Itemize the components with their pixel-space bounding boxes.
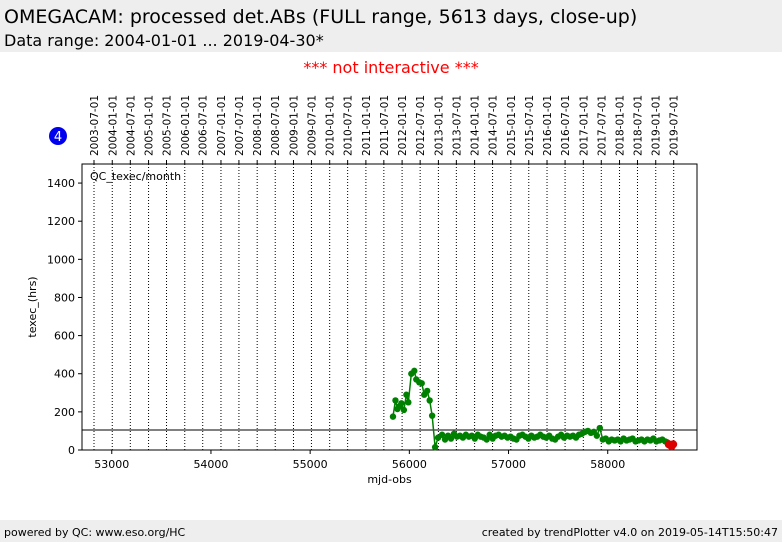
date-tick-label: 2011-07-01 [379, 95, 391, 156]
date-tick-label: 2017-07-01 [596, 95, 608, 156]
date-tick-label: 2017-01-01 [578, 95, 590, 156]
date-tick-label: 2005-07-01 [162, 95, 174, 156]
date-tick-label: 2004-07-01 [125, 95, 137, 156]
trend-plot: 2003-07-01 2004-01-01 2004-07-01 2005-01-01… [26, 95, 698, 486]
x-tick-label: 53000 [94, 458, 129, 471]
date-tick-label: 2003-07-01 [89, 95, 101, 156]
data-point [405, 399, 412, 406]
date-tick-label: 2013-01-01 [433, 95, 445, 156]
footer-powered-by: powered by QC: www.eso.org/HC [4, 526, 186, 539]
data-point [596, 424, 603, 432]
y-tick-label: 200 [54, 406, 75, 419]
y-tick-label: 400 [54, 368, 75, 381]
date-tick-label: 2019-01-01 [651, 95, 663, 156]
data-point [403, 391, 410, 398]
y-axis-label: texec_(hrs) [26, 276, 39, 337]
date-gridlines [93, 160, 675, 450]
date-tick-label: 2014-01-01 [470, 95, 482, 156]
footer-bar: powered by QC: www.eso.org/HC created by… [0, 520, 782, 542]
date-tick-labels: 2003-07-01 2004-01-01 2004-07-01 2005-01-01… [89, 95, 681, 156]
data-point [428, 412, 436, 419]
data-point [389, 413, 397, 420]
x-tick-label: 58000 [590, 458, 625, 471]
date-tick-label: 2012-07-01 [415, 95, 427, 156]
data-point [423, 387, 431, 395]
date-tick-label: 2008-07-01 [270, 95, 282, 156]
date-tick-label: 2018-07-01 [632, 95, 644, 156]
y-tick-label: 600 [54, 330, 75, 343]
x-axis-label: mjd-obs [367, 473, 412, 486]
page-title: OMEGACAM: processed det.ABs (FULL range,… [4, 6, 638, 28]
date-tick-label: 2016-07-01 [560, 95, 572, 156]
date-tick-label: 2005-01-01 [144, 95, 156, 156]
date-tick-label: 2008-01-01 [252, 95, 264, 156]
data-point [669, 440, 678, 449]
data-point [483, 436, 490, 443]
data-point [447, 435, 455, 442]
data-point [398, 400, 405, 407]
not-interactive-notice: *** not interactive *** [303, 58, 479, 77]
date-tick-label: 2012-01-01 [397, 95, 409, 156]
plot-title: QC_texec/month [90, 170, 181, 183]
x-tick-label: 54000 [193, 458, 228, 471]
y-axis: 0 200 400 600 800 1000 1200 1400 [47, 177, 82, 457]
date-tick-label: 2014-07-01 [488, 95, 500, 156]
header-bar: OMEGACAM: processed det.ABs (FULL range,… [0, 0, 782, 52]
data-point [431, 443, 439, 451]
badge-number: 4 [54, 130, 62, 145]
y-tick-label: 1200 [47, 215, 75, 228]
y-tick-label: 1000 [47, 253, 75, 266]
date-tick-label: 2006-01-01 [180, 95, 192, 156]
date-tick-label: 2007-01-01 [216, 95, 228, 156]
data-point [392, 397, 399, 404]
y-tick-label: 800 [54, 291, 75, 304]
data-point [593, 432, 601, 439]
date-tick-label: 2015-07-01 [524, 95, 536, 156]
plot-frame [81, 163, 698, 451]
date-tick-label: 2016-01-01 [542, 95, 554, 156]
date-tick-label: 2009-07-01 [306, 95, 318, 156]
date-tick-label: 2010-07-01 [343, 95, 355, 156]
data-series [389, 367, 678, 451]
date-tick-label: 2013-07-01 [451, 95, 463, 156]
date-tick-label: 2019-07-01 [669, 95, 681, 156]
date-tick-label: 2011-01-01 [361, 95, 373, 156]
data-point [426, 397, 433, 404]
date-tick-label: 2007-07-01 [234, 95, 246, 156]
footer-created-by: created by trendPlotter v4.0 on 2019-05-… [481, 526, 778, 539]
date-tick-label: 2015-01-01 [506, 95, 518, 156]
x-tick-label: 57000 [491, 458, 526, 471]
date-tick-label: 2006-07-01 [198, 95, 210, 156]
date-tick-label: 2004-01-01 [107, 95, 119, 156]
y-tick-label: 0 [68, 444, 75, 457]
x-tick-label: 55000 [293, 458, 328, 471]
data-point [400, 406, 408, 414]
x-tick-label: 56000 [392, 458, 427, 471]
data-range-subtitle: Data range: 2004-01-01 ... 2019-04-30* [4, 31, 324, 50]
date-tick-label: 2009-01-01 [288, 95, 300, 156]
data-point [438, 431, 446, 438]
badge-circle [49, 127, 67, 145]
data-point [418, 380, 425, 387]
x-axis: 53000 54000 55000 56000 57000 58000 [94, 450, 625, 471]
date-tick-label: 2010-01-01 [325, 95, 337, 156]
y-tick-label: 1400 [47, 177, 75, 190]
date-tick-label: 2018-01-01 [615, 95, 627, 156]
data-point [411, 367, 418, 375]
